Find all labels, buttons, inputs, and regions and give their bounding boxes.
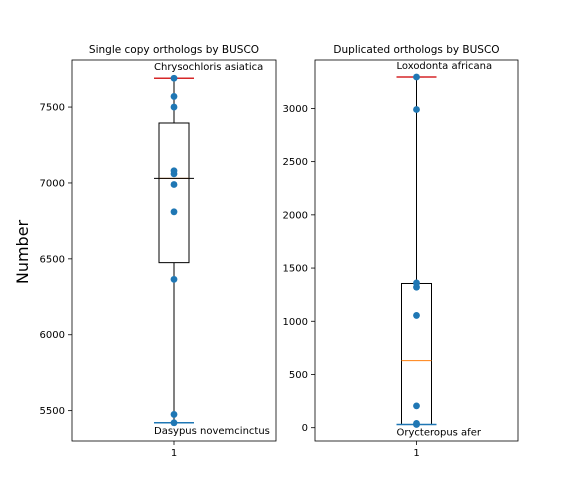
data-point: [413, 73, 420, 81]
y-axis-label: Number: [13, 219, 32, 284]
y-tick-label: 2500: [283, 157, 308, 168]
data-point: [413, 312, 420, 319]
data-point: [170, 208, 178, 216]
y-tick-label: 7000: [40, 178, 65, 189]
data-point: [413, 279, 420, 287]
data-point: [170, 411, 178, 418]
min-annotation: Dasypus novemcinctus: [154, 426, 270, 437]
max-annotation: Loxodonta africana: [397, 61, 493, 72]
y-tick-label: 1500: [283, 264, 308, 275]
data-point: [170, 275, 178, 283]
y-tick-label: 0: [302, 423, 308, 434]
min-annotation: Orycteropus afer: [397, 428, 482, 439]
max-annotation: Chrysochloris asiatica: [154, 62, 263, 73]
data-point: [170, 74, 178, 82]
data-point: [413, 402, 420, 410]
data-point: [170, 103, 178, 111]
y-tick-label: 7500: [40, 103, 65, 114]
panel-single-copy: Single copy orthologs by BUSCO 5500 6000 65…: [40, 44, 277, 459]
data-point: [170, 419, 178, 427]
y-tick-label: 500: [289, 370, 308, 381]
axes-frame: [71, 59, 277, 442]
y-tick-label: 5500: [40, 406, 65, 417]
data-point: [170, 181, 178, 188]
panel-title: Duplicated orthologs by BUSCO: [333, 44, 499, 56]
x-tick-label: 1: [171, 448, 177, 459]
data-point: [413, 106, 420, 113]
y-tick-label: 3000: [283, 104, 308, 115]
data-point: [170, 167, 178, 175]
y-tick-label: 1000: [283, 317, 308, 328]
panel-title: Single copy orthologs by BUSCO: [89, 44, 259, 56]
box-iqr: [158, 122, 190, 264]
data-point: [170, 93, 178, 100]
panels: Single copy orthologs by BUSCO 5500 6000 65…: [40, 44, 519, 459]
y-tick-label: 6000: [40, 330, 65, 341]
axes-frame: [314, 59, 519, 442]
y-tick-label: 2000: [283, 210, 308, 221]
data-point: [413, 420, 420, 427]
panel-duplicated: Duplicated orthologs by BUSCO 0 500 1000 150…: [283, 44, 519, 459]
y-tick-label: 6500: [40, 254, 65, 265]
x-tick-label: 1: [413, 448, 419, 459]
